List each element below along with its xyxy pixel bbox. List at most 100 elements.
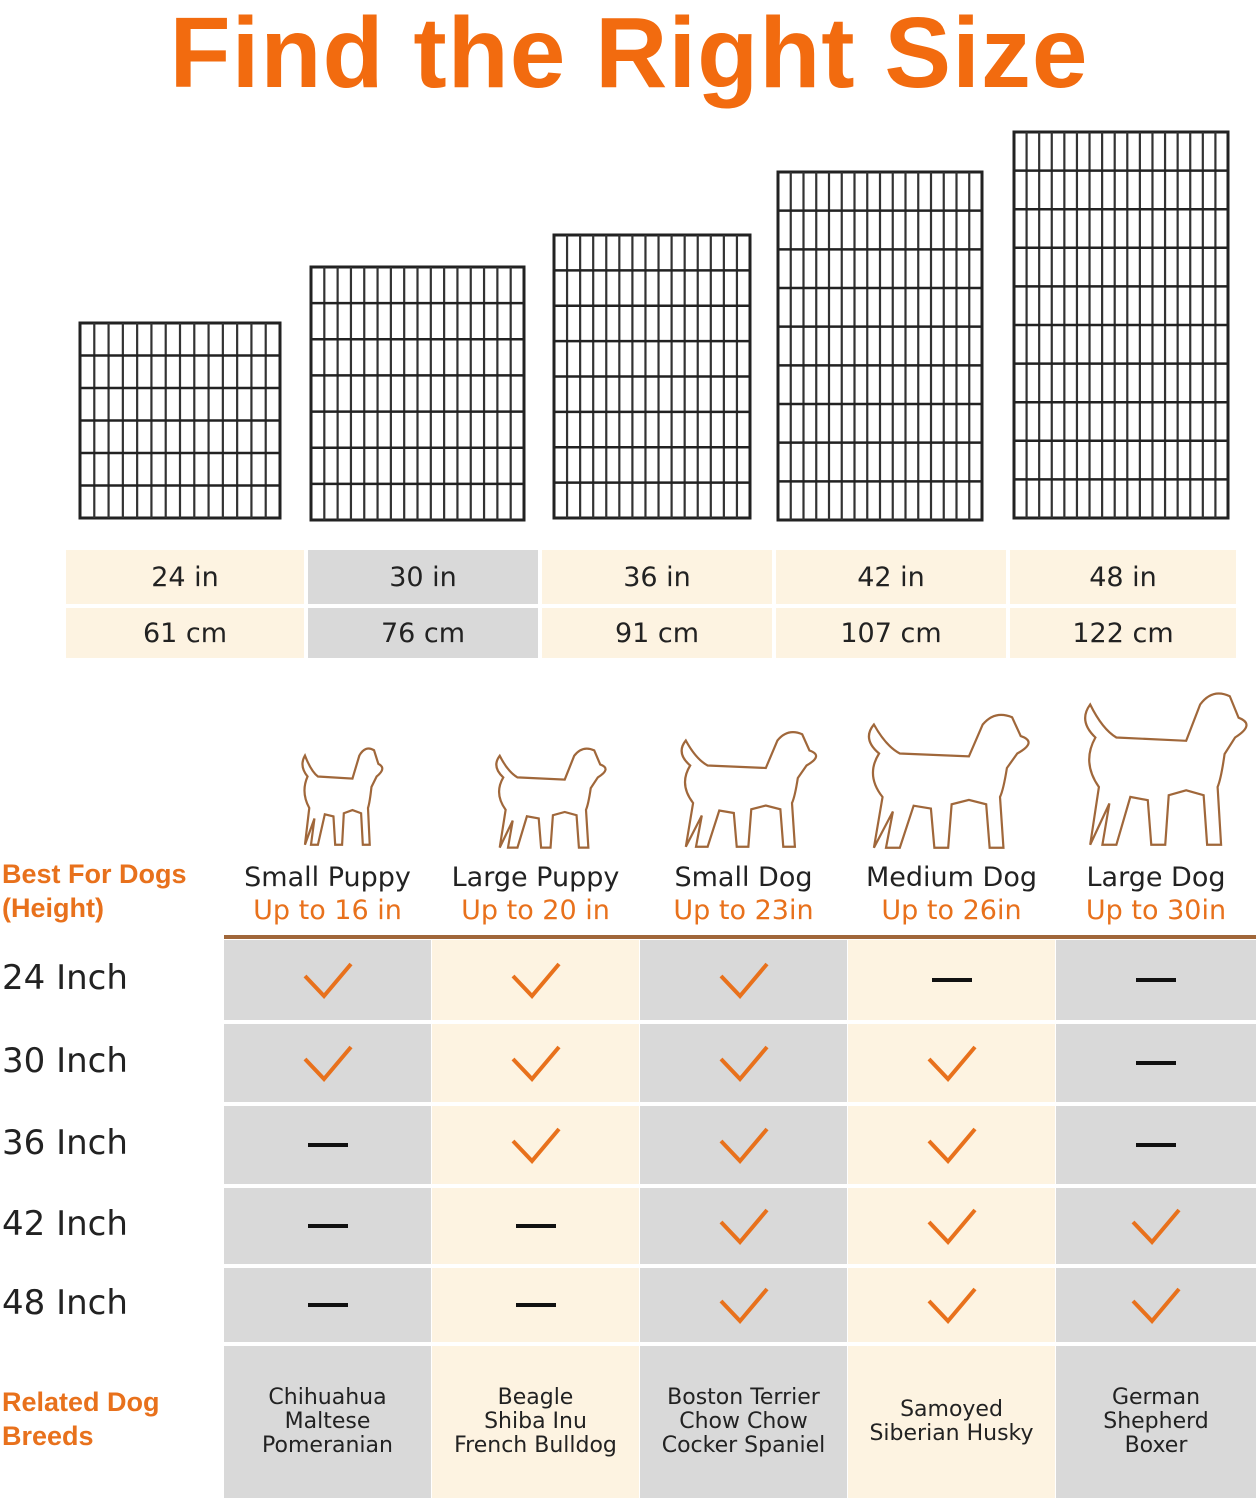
size-cm-cell: 122 cm: [1010, 608, 1236, 658]
best-for-label: Best For Dogs (Height): [2, 859, 187, 923]
check-icon-cell: [224, 940, 431, 1020]
row-label-30-inch: 30 Inch: [2, 1041, 128, 1081]
header-divider: [224, 935, 1256, 939]
check-icon-cell: [1056, 1268, 1256, 1342]
check-icon: [719, 1208, 769, 1245]
dash-icon: [307, 1143, 348, 1147]
beagle-outline-icon: [664, 728, 824, 853]
check-icon-cell: [848, 1188, 1055, 1264]
check-icon-cell: [224, 1024, 431, 1102]
check-icon-cell: [640, 940, 847, 1020]
row-label-24-inch: 24 Inch: [2, 958, 128, 998]
check-icon: [719, 962, 769, 999]
row-label-42-inch: 42 Inch: [2, 1204, 128, 1244]
playpen-panel-2: [309, 265, 526, 522]
breed-names: German Shepherd Boxer: [1103, 1386, 1209, 1458]
check-icon-cell: [432, 1024, 639, 1102]
dash-icon-cell: [1056, 1106, 1256, 1184]
dog-type-name: Medium Dog: [866, 862, 1037, 893]
size-inches-cell: 24 in: [66, 550, 304, 604]
check-icon: [303, 1045, 353, 1082]
check-icon: [719, 1127, 769, 1164]
terrier-outline-icon: [482, 745, 612, 853]
check-icon-cell: [848, 1268, 1055, 1342]
dash-icon-cell: [1056, 940, 1256, 1020]
breed-names: Samoyed Siberian Husky: [869, 1398, 1033, 1446]
breed-list-cell: German Shepherd Boxer: [1056, 1346, 1256, 1498]
check-icon-cell: [848, 1024, 1055, 1102]
check-icon-cell: [640, 1024, 847, 1102]
dog-type-height: Up to 23in: [673, 895, 814, 926]
playpen-panel-5: [1012, 130, 1230, 520]
breed-name: Pomeranian: [262, 1433, 393, 1458]
breed-name: Shepherd: [1103, 1409, 1209, 1434]
size-cm-cell: 61 cm: [66, 608, 304, 658]
dash-icon: [307, 1303, 348, 1307]
check-icon: [303, 962, 353, 999]
dash-icon: [1136, 978, 1176, 982]
check-icon: [927, 1045, 977, 1082]
breed-names: Beagle Shiba Inu French Bulldog: [454, 1386, 617, 1458]
dog-type-name: Large Dog: [1086, 862, 1226, 893]
check-icon-cell: [640, 1268, 847, 1342]
check-icon: [927, 1208, 977, 1245]
dog-type-height: Up to 16 in: [253, 895, 402, 926]
page-title: Find the Right Size: [169, 0, 1089, 109]
check-icon-cell: [640, 1106, 847, 1184]
size-inches-cell: 42 in: [776, 550, 1006, 604]
size-cm-cell: 76 cm: [308, 608, 538, 658]
size-inches-cell: 30 in: [308, 550, 538, 604]
dash-icon-cell: [432, 1188, 639, 1264]
check-icon-cell: [640, 1188, 847, 1264]
check-icon: [927, 1127, 977, 1164]
breed-name: German: [1111, 1385, 1201, 1410]
dog-type-name: Small Puppy: [244, 862, 411, 893]
dash-icon: [307, 1224, 348, 1228]
dash-icon: [1136, 1143, 1176, 1147]
size-cm-cell: 107 cm: [776, 608, 1006, 658]
check-icon-cell: [848, 1106, 1055, 1184]
size-inches-cell: 36 in: [542, 550, 772, 604]
breed-list-cell: Chihuahua Maltese Pomeranian: [224, 1346, 431, 1498]
dog-type-height: Up to 26in: [881, 895, 1022, 926]
playpen-panel-4: [776, 170, 984, 522]
check-icon: [927, 1287, 977, 1324]
check-icon-cell: [1056, 1188, 1256, 1264]
breed-names: Chihuahua Maltese Pomeranian: [262, 1386, 393, 1458]
breed-name: French Bulldog: [454, 1433, 617, 1458]
check-icon-cell: [432, 1106, 639, 1184]
dog-type-header: Medium Dog Up to 26in: [848, 861, 1055, 927]
breed-name: Boston Terrier: [667, 1385, 820, 1410]
playpen-panel-3: [552, 233, 752, 520]
dash-icon-cell: [224, 1188, 431, 1264]
dash-icon-cell: [1056, 1024, 1256, 1102]
breed-name: Maltese: [284, 1409, 371, 1434]
check-icon: [511, 962, 561, 999]
check-icon-cell: [432, 940, 639, 1020]
breed-name: Samoyed: [900, 1397, 1003, 1422]
dog-type-header: Large Dog Up to 30in: [1056, 861, 1256, 927]
dash-icon-cell: [224, 1268, 431, 1342]
dash-icon: [515, 1303, 556, 1307]
dash-icon: [515, 1224, 556, 1228]
dog-type-name: Large Puppy: [451, 862, 620, 893]
breed-name: Shiba Inu: [484, 1409, 587, 1434]
breed-name: Chow Chow: [679, 1409, 808, 1434]
dash-icon: [931, 978, 972, 982]
breed-names: Boston Terrier Chow Chow Cocker Spaniel: [662, 1386, 826, 1458]
dog-type-name: Small Dog: [674, 862, 813, 893]
dog-type-header: Small Puppy Up to 16 in: [224, 861, 431, 927]
playpen-panel-1: [78, 321, 282, 520]
breed-name: Cocker Spaniel: [661, 1433, 826, 1458]
dog-type-height: Up to 20 in: [461, 895, 610, 926]
dog-type-header: Large Puppy Up to 20 in: [432, 861, 639, 927]
size-inches-cell: 48 in: [1010, 550, 1236, 604]
chihuahua-outline-icon: [292, 745, 387, 850]
dash-icon-cell: [432, 1268, 639, 1342]
check-icon: [719, 1045, 769, 1082]
breed-name: Beagle: [497, 1385, 574, 1410]
shepherd-outline-icon: [1064, 688, 1256, 853]
check-icon: [1131, 1208, 1181, 1245]
breed-list-cell: Beagle Shiba Inu French Bulldog: [432, 1346, 639, 1498]
